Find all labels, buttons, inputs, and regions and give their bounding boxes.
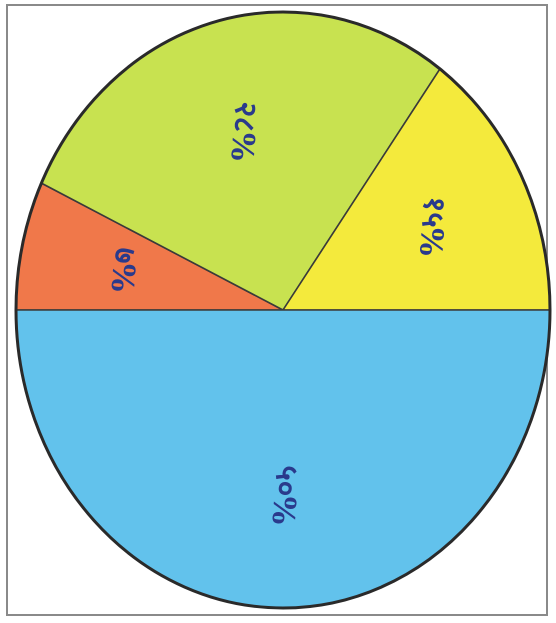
pie-outline [14,10,552,610]
pie-labels: ७% २८% १५% ५०% [104,100,452,526]
pie-slice-3 [15,309,551,609]
pie-slice-label-2: १५% [412,195,452,258]
pie-slice-label-3: ५०% [264,464,304,527]
pie-slices [15,11,551,609]
pie-slice-label-0: ७% [104,246,143,293]
pie-slice-label-1: २८% [223,100,263,163]
